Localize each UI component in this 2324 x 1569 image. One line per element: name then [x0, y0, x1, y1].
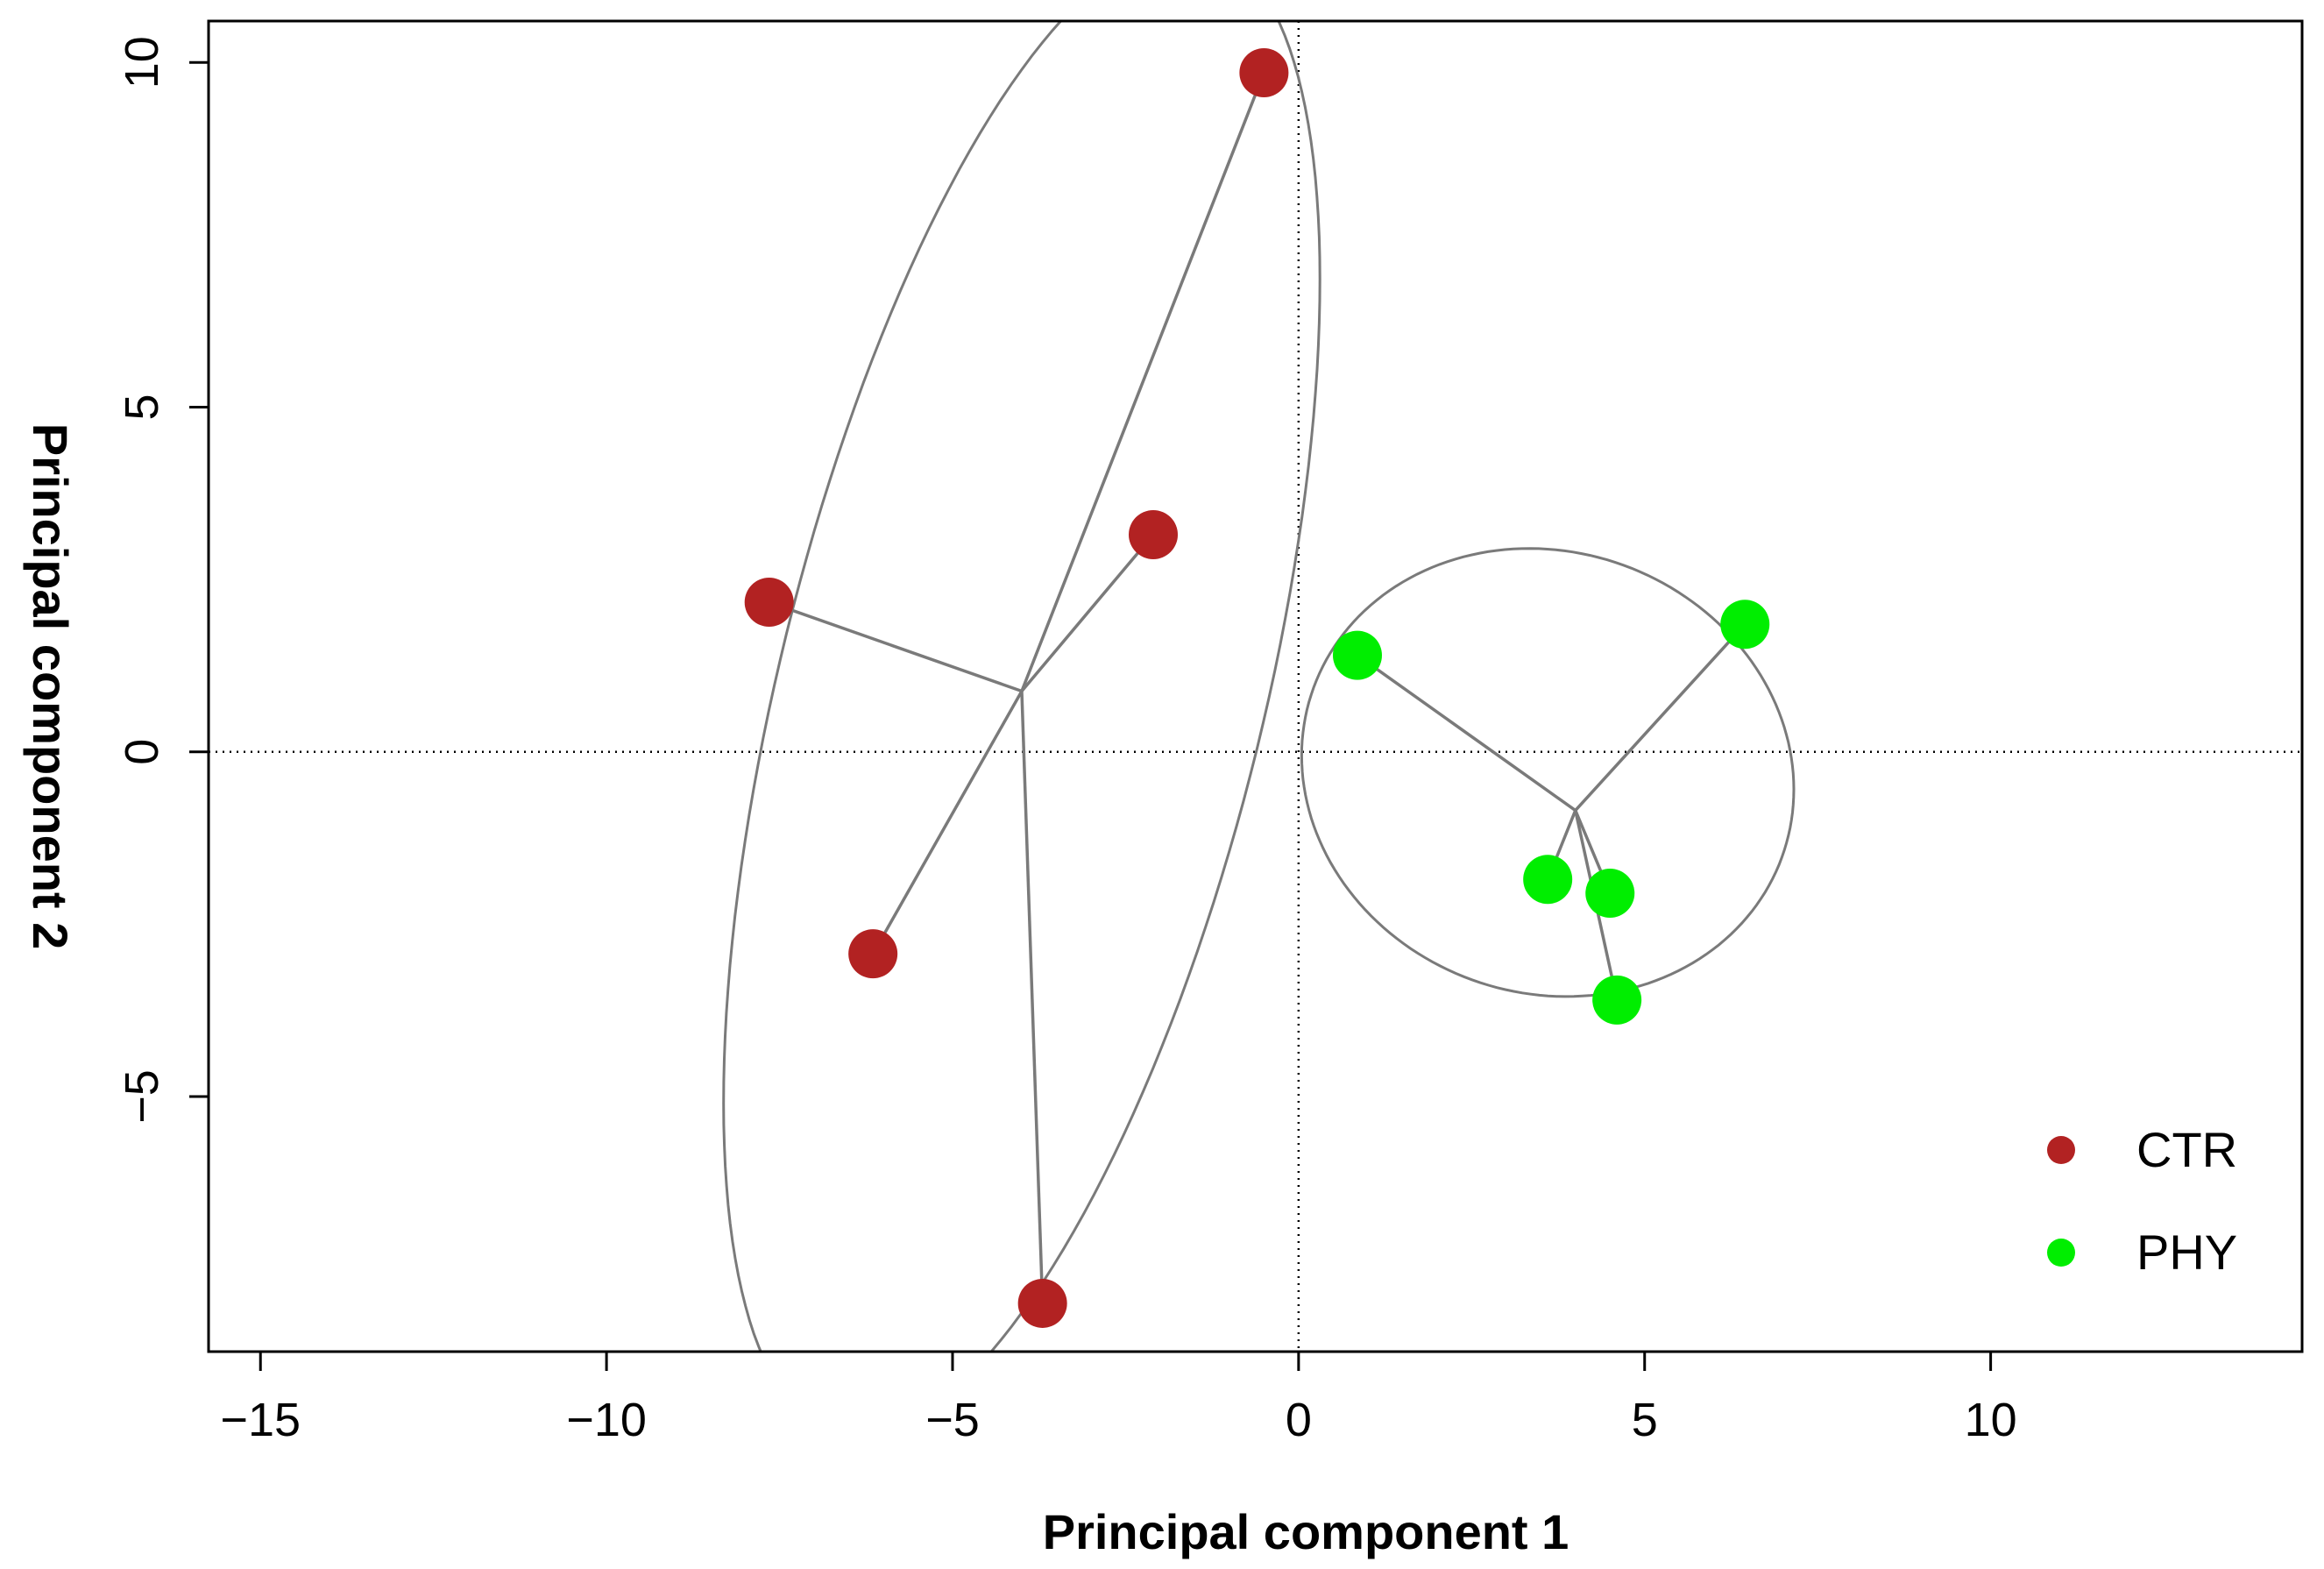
spoke-ctr-3	[871, 690, 1024, 955]
group-ellipses	[722, 21, 1796, 1352]
y-tick-label: −5	[116, 1069, 168, 1124]
y-tick-label: 0	[116, 739, 168, 765]
data-points	[744, 47, 1770, 1328]
legend: CTR PHY	[2047, 1122, 2237, 1280]
x-axis: −15 −10 −5 0 5 10	[220, 1350, 2017, 1446]
point-ctr-2	[744, 578, 794, 628]
spoke-ctr-0	[1020, 72, 1266, 692]
x-tick-label: 5	[1632, 1394, 1658, 1446]
point-ctr-4	[1017, 1278, 1067, 1328]
y-axis: −5 0 5 10	[116, 36, 210, 1124]
y-tick-label: 10	[116, 36, 168, 89]
point-ctr-0	[1239, 47, 1289, 97]
spoke-ctr-1	[1020, 533, 1155, 692]
x-tick-label: −5	[925, 1394, 980, 1446]
reference-lines	[209, 21, 2302, 1352]
point-phy-0	[1332, 630, 1382, 680]
legend-marker-ctr	[2047, 1136, 2075, 1164]
x-axis-title: Principal component 1	[1043, 1504, 1569, 1559]
ellipse-phy	[1300, 547, 1796, 998]
point-phy-3	[1585, 868, 1635, 918]
centroid-spokes	[769, 72, 1747, 1304]
legend-label-ctr: CTR	[2136, 1122, 2237, 1177]
y-tick-label: 5	[116, 394, 168, 420]
spoke-phy-1	[1574, 623, 1747, 812]
legend-label-phy: PHY	[2136, 1225, 2237, 1280]
point-phy-1	[1720, 600, 1770, 650]
point-phy-2	[1523, 855, 1573, 905]
spoke-ctr-4	[1020, 691, 1045, 1304]
legend-marker-phy	[2047, 1239, 2075, 1267]
spoke-phy-0	[1356, 654, 1576, 813]
point-phy-4	[1592, 975, 1642, 1025]
spoke-ctr-2	[769, 600, 1023, 693]
plot-frame	[207, 19, 2304, 1353]
y-axis-title: Principal component 2	[23, 423, 78, 950]
x-tick-label: −15	[220, 1394, 301, 1446]
point-ctr-3	[848, 929, 898, 979]
x-tick-label: 10	[1965, 1394, 2017, 1446]
ellipse-ctr	[722, 21, 1321, 1352]
x-tick-label: 0	[1286, 1394, 1312, 1446]
point-ctr-1	[1129, 509, 1179, 559]
x-tick-label: −10	[566, 1394, 647, 1446]
